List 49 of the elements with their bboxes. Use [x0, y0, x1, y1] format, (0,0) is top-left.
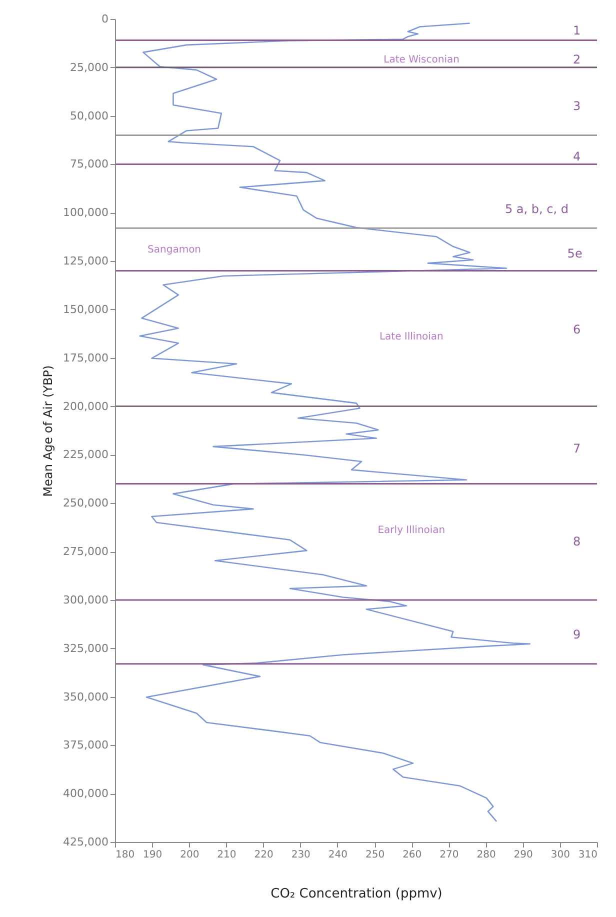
y-tick-label: 350,000	[63, 690, 108, 704]
y-tick-label: 125,000	[63, 254, 108, 268]
annotation: 3	[572, 99, 581, 114]
x-tick-label: 210	[217, 850, 236, 860]
x-tick-label: 230	[291, 850, 310, 860]
annotation: Early Illinoian	[378, 525, 446, 536]
y-tick-label: 50,000	[70, 109, 108, 122]
y-tick-label: 175,000	[63, 351, 108, 364]
annotation: 5 a, b, c, d	[504, 202, 569, 216]
x-axis-title: CO₂ Concentration (ppmv)	[270, 886, 442, 902]
y-tick-label: 325,000	[63, 642, 108, 655]
annotation: 8	[572, 534, 581, 549]
y-tick-label: 75,000	[70, 158, 108, 171]
x-tick-label: 280	[476, 850, 496, 860]
x-tick-label: 180	[116, 850, 135, 860]
x-tick-label: 310	[578, 850, 598, 860]
x-tick-label: 200	[180, 850, 200, 860]
y-tick-label: 275,000	[63, 545, 108, 558]
annotation: Late Wisconian	[384, 54, 460, 66]
annotation: 7	[572, 442, 581, 456]
x-tick-label: 260	[402, 850, 422, 860]
y-tick-label: 250,000	[63, 496, 108, 510]
x-tick-label: 290	[514, 850, 533, 860]
y-tick-label: 0	[102, 12, 108, 26]
annotation: 6	[572, 322, 581, 336]
annotation: 5e	[567, 246, 582, 261]
x-tick-label: 220	[254, 850, 274, 860]
y-tick-label: 225,000	[63, 448, 108, 462]
y-tick-label: 375,000	[63, 738, 108, 752]
x-tick-label: 190	[143, 850, 162, 860]
annotation: 4	[572, 149, 581, 164]
annotation: Sangamon	[148, 244, 202, 256]
y-tick-label: 400,000	[63, 787, 108, 800]
annotation: 1	[572, 24, 581, 38]
annotation: 9	[572, 628, 581, 642]
x-tick-label: 270	[440, 850, 459, 860]
x-tick-label: 300	[550, 850, 570, 860]
x-tick-label: 250	[365, 850, 385, 860]
y-tick-label: 200,000	[63, 400, 108, 413]
y-tick-label: 300,000	[63, 593, 108, 606]
x-tick-label: 240	[328, 850, 348, 860]
y-tick-label: 150,000	[63, 302, 108, 316]
annotation: Late Illinoian	[379, 332, 444, 343]
y-tick-label: 25,000	[70, 60, 108, 74]
y-axis-title: Mean Age of Air (YBP)	[41, 365, 56, 497]
y-tick-label: 100,000	[63, 206, 108, 220]
line-series	[139, 22, 531, 822]
annotation: 2	[572, 52, 581, 66]
y-tick-label: 425,000	[63, 836, 108, 848]
